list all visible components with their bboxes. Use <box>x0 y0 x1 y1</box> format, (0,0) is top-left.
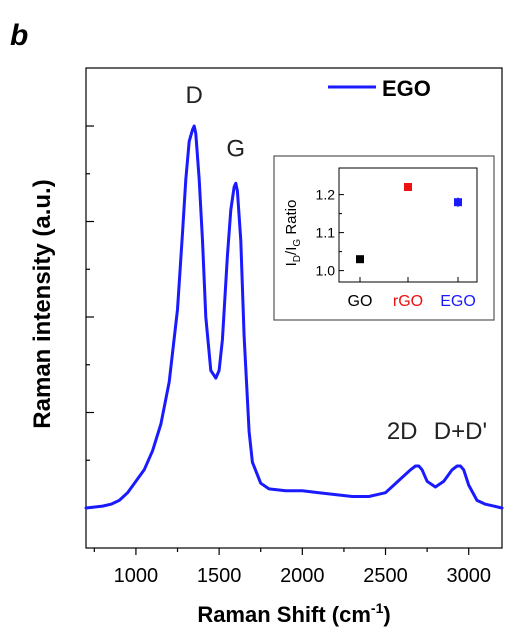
x-tick-label: 3000 <box>446 565 491 587</box>
inset-ylabel-slash-i: /I <box>283 247 300 255</box>
inset-x-axis-category-labels: GO rGO EGO <box>348 293 476 310</box>
inset-ylabel-ratio: Ratio <box>283 200 300 239</box>
inset-y-axis-label: ID/IG Ratio <box>283 200 303 267</box>
main-y-axis-label: Raman intensity (a.u.) <box>29 179 56 428</box>
main-x-axis-label: Raman Shift (cm-1) <box>197 600 390 627</box>
peak-label: 2D <box>387 418 418 445</box>
inset-y-axis-ticks <box>339 194 344 272</box>
inset-category-label: GO <box>348 293 373 310</box>
main-x-axis-tick-labels: 1000 1500 2000 2500 3000 <box>114 565 491 587</box>
legend: EGO <box>328 76 431 101</box>
series-line-ego <box>84 124 504 510</box>
inset-ylabel-sub-d: D <box>292 255 303 262</box>
inset-y-tick-label: 1.0 <box>316 263 336 279</box>
x-label-main: Raman Shift (cm <box>197 602 371 627</box>
inset-y-tick-label: 1.1 <box>316 225 336 241</box>
legend-label-ego: EGO <box>382 76 431 101</box>
x-label-close: ) <box>383 602 390 627</box>
inset-chart: 1.0 1.1 1.2 GO rGO EGO ID/IG Ratio <box>273 155 495 321</box>
x-label-superscript: -1 <box>371 600 384 616</box>
inset-point-ego <box>454 198 462 207</box>
main-plot-frame <box>85 67 503 549</box>
x-tick-label: 1500 <box>197 565 242 587</box>
panel-label: b <box>10 19 28 52</box>
inset-point-rgo <box>404 183 412 191</box>
x-tick-label: 1000 <box>114 565 159 587</box>
x-tick-label: 2500 <box>363 565 408 587</box>
inset-y-axis-tick-labels: 1.0 1.1 1.2 <box>316 187 336 279</box>
main-y-axis-ticks <box>86 125 94 509</box>
inset-data-points <box>356 183 462 282</box>
x-tick-label: 2000 <box>280 565 325 587</box>
peak-label: D+D' <box>434 418 487 445</box>
inset-category-label: rGO <box>393 293 423 310</box>
inset-y-tick-label: 1.2 <box>316 187 336 203</box>
inset-category-label: EGO <box>440 293 476 310</box>
peak-label: G <box>226 136 245 163</box>
inset-outer-border <box>273 155 495 321</box>
inset-point-go <box>356 255 364 264</box>
inset-ylabel-sub-g: G <box>292 239 303 247</box>
main-x-axis-ticks <box>93 548 470 555</box>
peak-label: D <box>185 82 202 109</box>
inset-ylabel-i1: I <box>283 262 300 266</box>
